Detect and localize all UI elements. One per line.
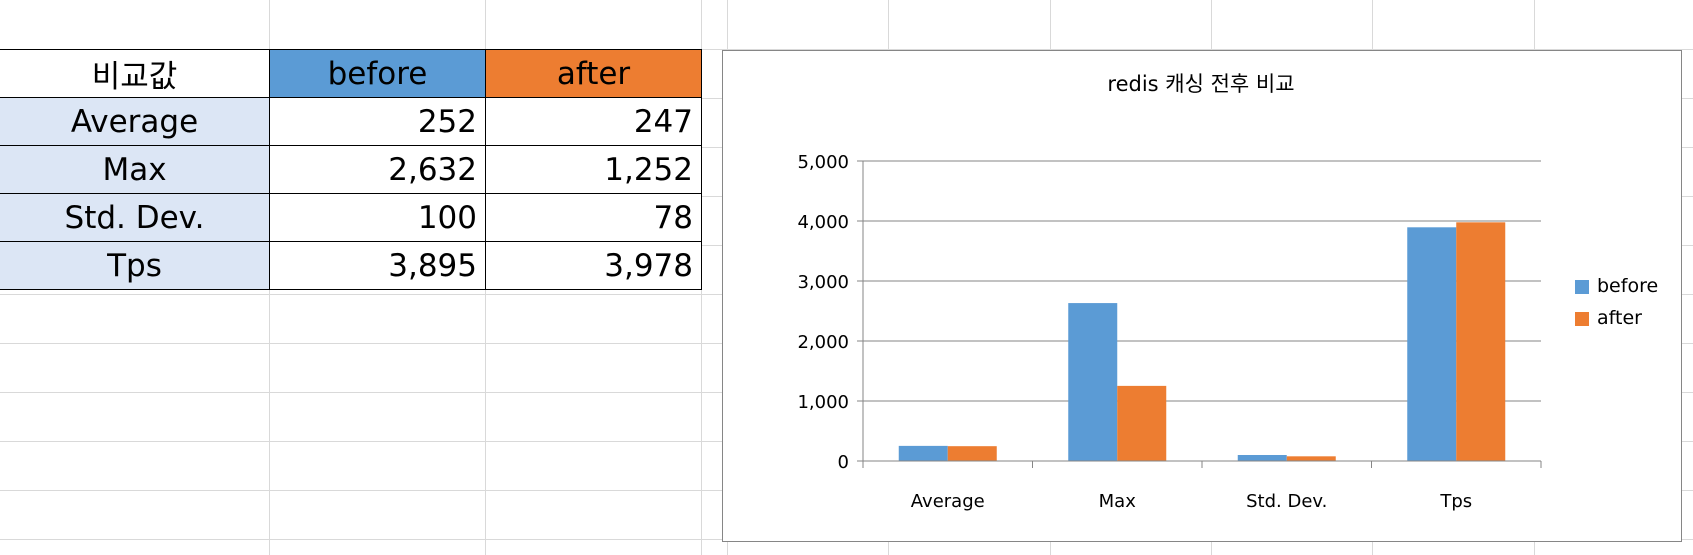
bar-before-1[interactable] (1068, 303, 1118, 461)
x-tick-label: Average (911, 491, 985, 512)
table-header-row: 비교값 before after (0, 49, 702, 98)
bar-chart: redis 캐싱 전후 비교 0 1,000 2,000 3,000 4,000 5,00… (797, 72, 1658, 512)
comparison-table: 비교값 before after Average 252 247 Max 2,6… (0, 49, 702, 290)
legend-label-after: after (1597, 307, 1642, 329)
header-cell-metric[interactable]: 비교값 (0, 49, 270, 98)
row-label-cell[interactable]: Tps (0, 241, 270, 290)
y-tick-label: 0 (838, 452, 849, 473)
chart-legend: before after (1575, 275, 1658, 329)
bar-after-3[interactable] (1456, 222, 1506, 461)
before-value-cell[interactable]: 2,632 (269, 145, 486, 194)
y-axis: 0 1,000 2,000 3,000 4,000 5,000 (797, 152, 864, 473)
x-tick-label: Std. Dev. (1246, 491, 1327, 512)
bar-after-2[interactable] (1286, 456, 1336, 461)
table-row: Max 2,632 1,252 (0, 145, 702, 194)
bar-after-1[interactable] (1117, 385, 1167, 461)
y-tick-label: 2,000 (797, 332, 849, 353)
legend-swatch-after (1575, 312, 1589, 326)
table-row: Std. Dev. 100 78 (0, 193, 702, 242)
table-row: Average 252 247 (0, 97, 702, 146)
after-value-cell[interactable]: 247 (485, 97, 702, 146)
before-value-cell[interactable]: 252 (269, 97, 486, 146)
x-tick-label: Max (1099, 491, 1137, 512)
legend-label-before: before (1597, 275, 1658, 297)
bar-before-2[interactable] (1237, 455, 1287, 461)
chart-panel[interactable]: redis 캐싱 전후 비교 0 1,000 2,000 3,000 4,000 5,00… (722, 50, 1682, 542)
row-label-cell[interactable]: Average (0, 97, 270, 146)
before-value-cell[interactable]: 100 (269, 193, 486, 242)
table-row: Tps 3,895 3,978 (0, 241, 702, 290)
chart-title: redis 캐싱 전후 비교 (1107, 72, 1294, 96)
before-value-cell[interactable]: 3,895 (269, 241, 486, 290)
bar-before-3[interactable] (1407, 227, 1457, 461)
x-tick-label: Tps (1439, 491, 1472, 512)
legend-swatch-before (1575, 280, 1589, 294)
bar-after-0[interactable] (947, 446, 997, 461)
header-cell-before[interactable]: before (269, 49, 486, 98)
header-cell-after[interactable]: after (485, 49, 702, 98)
after-value-cell[interactable]: 78 (485, 193, 702, 242)
y-tick-label: 3,000 (797, 272, 849, 293)
y-tick-label: 5,000 (797, 152, 849, 173)
chart-bars (898, 222, 1506, 461)
x-axis: Average Max Std. Dev. Tps (862, 460, 1542, 512)
row-label-cell[interactable]: Max (0, 145, 270, 194)
y-tick-label: 1,000 (797, 392, 849, 413)
row-label-cell[interactable]: Std. Dev. (0, 193, 270, 242)
bar-before-0[interactable] (898, 445, 948, 461)
after-value-cell[interactable]: 1,252 (485, 145, 702, 194)
y-tick-label: 4,000 (797, 212, 849, 233)
after-value-cell[interactable]: 3,978 (485, 241, 702, 290)
